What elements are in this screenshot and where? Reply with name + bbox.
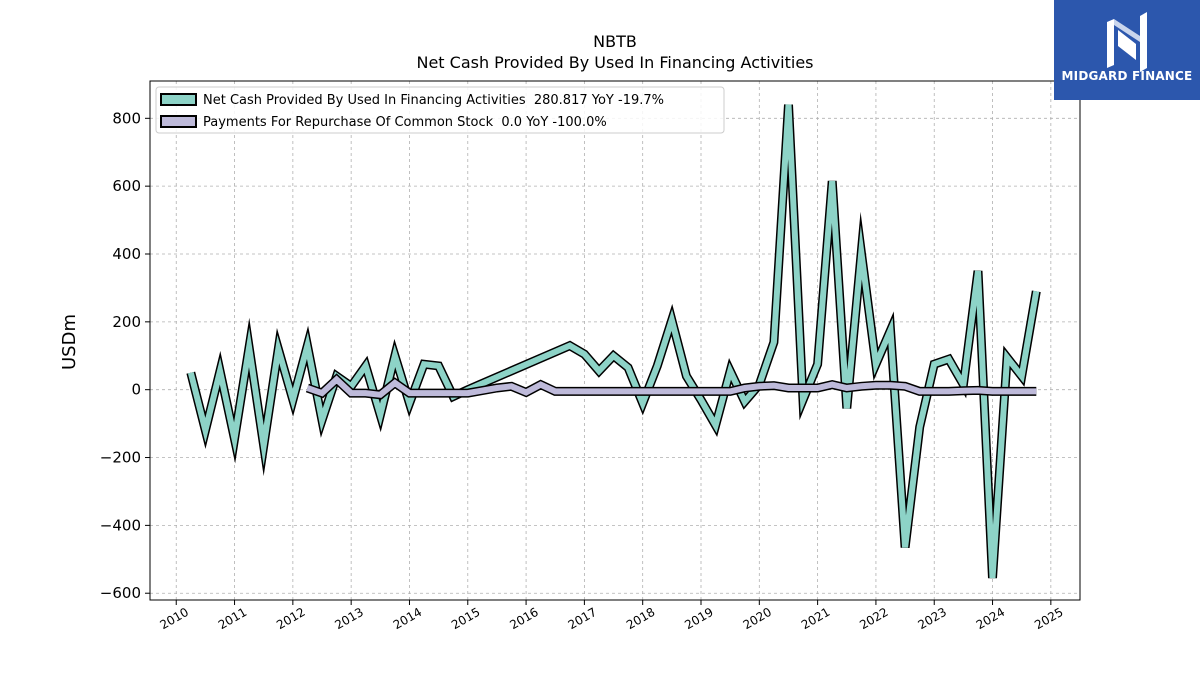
y-tick-label: 800 [112,109,141,127]
chart-subtitle: Net Cash Provided By Used In Financing A… [416,53,813,72]
x-tick-label: 2012 [274,605,307,632]
x-tick-label: 2015 [449,605,482,632]
plot-frame [149,80,1081,601]
y-tick-label: 600 [112,177,141,195]
x-tick-label: 2019 [682,605,715,632]
y-tick-label: −400 [100,516,141,534]
legend-box [155,86,725,134]
x-tick-label: 2016 [507,605,540,632]
x-tick-label: 2010 [158,605,191,632]
x-tick-label: 2020 [741,605,774,632]
x-tick-label: 2018 [624,605,657,632]
x-tick-label: 2022 [857,605,890,632]
series-line-financing [187,104,1040,579]
x-tick-label: 2014 [391,605,424,632]
x-tick-label: 2013 [332,605,365,632]
x-tick-label: 2024 [974,605,1007,632]
x-tick-label: 2021 [799,605,832,632]
grid-lines [150,81,1080,600]
chart-title: NBTB [593,32,637,51]
y-tick-label: −600 [100,584,141,602]
x-tick-label: 2023 [916,605,949,632]
y-axis-label: USDm [59,314,80,370]
y-tick-label: 200 [112,313,141,331]
legend: Net Cash Provided By Used In Financing A… [155,86,725,134]
logo-text: MIDGARD FINANCE [1061,69,1193,83]
series-line-repurchase [306,375,1037,398]
x-tick-label: 2025 [1032,605,1065,632]
midgard-finance-logo: MIDGARD FINANCE [1054,0,1200,100]
x-tick-label: 2011 [216,605,249,632]
midgard-m-logo-icon [1107,12,1147,72]
y-tick-label: −200 [100,449,141,467]
y-tick-label: 0 [131,381,141,399]
legend-label-repurchase: Payments For Repurchase Of Common Stock … [203,115,607,130]
legend-label-financing: Net Cash Provided By Used In Financing A… [203,93,664,108]
series-layer [186,104,1041,579]
y-tick-label: 400 [112,245,141,263]
legend-swatch-repurchase [160,115,197,128]
legend-swatch-financing [160,93,197,106]
x-tick-label: 2017 [566,605,599,632]
